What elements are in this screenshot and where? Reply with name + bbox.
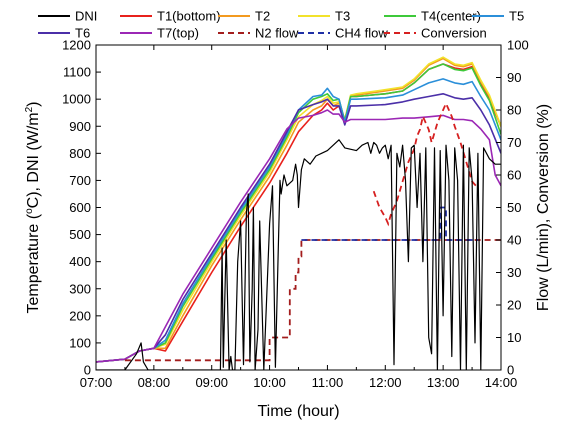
series-line-dni bbox=[96, 139, 501, 370]
legend-item-t7-top: T7(top) bbox=[120, 26, 199, 41]
y-left-tick-label: 800 bbox=[69, 146, 91, 161]
legend-item-t2: T2 bbox=[218, 9, 270, 24]
series-layer bbox=[96, 56, 501, 370]
legend-label: T6 bbox=[75, 26, 90, 41]
legend-label: T1(bottom) bbox=[157, 9, 221, 24]
x-tick-label: 13:00 bbox=[427, 375, 460, 390]
legend-label: Conversion bbox=[421, 26, 487, 41]
y-right-tick-label: 30 bbox=[507, 265, 521, 280]
legend-item-dni: DNI bbox=[38, 9, 97, 24]
legend-label: T4(center) bbox=[421, 9, 481, 24]
x-tick-label: 12:00 bbox=[369, 375, 402, 390]
y-right-tick-label: 60 bbox=[507, 168, 521, 183]
legend-item-t6: T6 bbox=[38, 26, 90, 41]
x-axis-title: Time (hour) bbox=[257, 403, 339, 420]
series-line-t6 bbox=[96, 93, 501, 363]
y-left-tick-label: 600 bbox=[69, 200, 91, 215]
y-right-tick-label: 80 bbox=[507, 103, 521, 118]
x-tick-label: 14:00 bbox=[485, 375, 518, 390]
y-left-tick-label: 400 bbox=[69, 254, 91, 269]
legend-item-t5: T5 bbox=[472, 9, 524, 24]
y-right-tick-label: 70 bbox=[507, 135, 521, 150]
y-left-tick-label: 0 bbox=[84, 363, 91, 378]
y-right-tick-label: 90 bbox=[507, 70, 521, 85]
series-line-conversion bbox=[372, 101, 479, 227]
series-line-n2-flow bbox=[124, 239, 501, 362]
y-right-tick-label: 50 bbox=[507, 200, 521, 215]
legend-item-t3: T3 bbox=[298, 9, 350, 24]
y-left-tick-label: 1100 bbox=[63, 65, 91, 80]
y-left-tick-label: 700 bbox=[69, 173, 91, 188]
y-left-tick-label: 200 bbox=[69, 308, 91, 323]
y-right-tick-label: 10 bbox=[507, 330, 521, 345]
legend-label: T5 bbox=[509, 9, 524, 24]
y-left-tick-label: 1000 bbox=[62, 92, 91, 107]
x-tick-label: 10:00 bbox=[253, 375, 286, 390]
legend: DNI T1(bottom) T2 T3 T4(center) T5 T6 T7(top) N2… bbox=[38, 9, 524, 41]
series-line-t2 bbox=[96, 57, 501, 363]
legend-item-t4-center: T4(center) bbox=[384, 9, 481, 24]
legend-item-t1-bottom: T1(bottom) bbox=[120, 9, 221, 24]
y-right-tick-label: 20 bbox=[507, 298, 521, 313]
legend-label: DNI bbox=[75, 9, 97, 24]
x-tick-label: 08:00 bbox=[138, 375, 171, 390]
y-left-tick-label: 300 bbox=[69, 281, 91, 296]
legend-label: T7(top) bbox=[157, 26, 199, 41]
x-tick-label: 11:00 bbox=[312, 375, 344, 390]
x-tick-label: 09:00 bbox=[195, 375, 228, 390]
y-right-tick-label: 100 bbox=[507, 38, 529, 53]
y-right-tick-label: 0 bbox=[507, 363, 514, 378]
x-tick-label: 07:00 bbox=[80, 375, 113, 390]
series-line-t3 bbox=[96, 56, 501, 363]
legend-item-n2-flow: N2 flow bbox=[218, 26, 299, 41]
y-right-tick-label: 40 bbox=[507, 233, 521, 248]
legend-label: T2 bbox=[255, 9, 270, 24]
plot-area bbox=[95, 44, 502, 371]
series-line-t1-bottom bbox=[96, 63, 501, 363]
legend-label: N2 flow bbox=[255, 26, 299, 41]
series-line-t4-center bbox=[96, 63, 501, 363]
y-left-tick-label: 100 bbox=[69, 335, 91, 350]
legend-item-conversion: Conversion bbox=[384, 26, 487, 41]
axes: 07:00 08:00 09:00 10:00 11:00 12:00 13:00 14:00… bbox=[62, 38, 529, 391]
series-line-t7-top bbox=[96, 109, 501, 363]
series-line-t5 bbox=[96, 78, 501, 363]
y-left-tick-label: 1200 bbox=[62, 38, 91, 53]
y-left-tick-label: 900 bbox=[69, 119, 91, 134]
legend-item-ch4-flow: CH4 flow bbox=[298, 26, 388, 41]
series-line-ch4-flow bbox=[301, 206, 478, 241]
y-axis-title-right: Flow (L/min), Conversion (%) bbox=[535, 104, 552, 311]
y-axis-title-left: Temperature (oC), DNI (W/m2) bbox=[24, 101, 42, 313]
y-left-tick-label: 500 bbox=[69, 227, 91, 242]
legend-label: CH4 flow bbox=[335, 26, 388, 41]
legend-label: T3 bbox=[335, 9, 350, 24]
